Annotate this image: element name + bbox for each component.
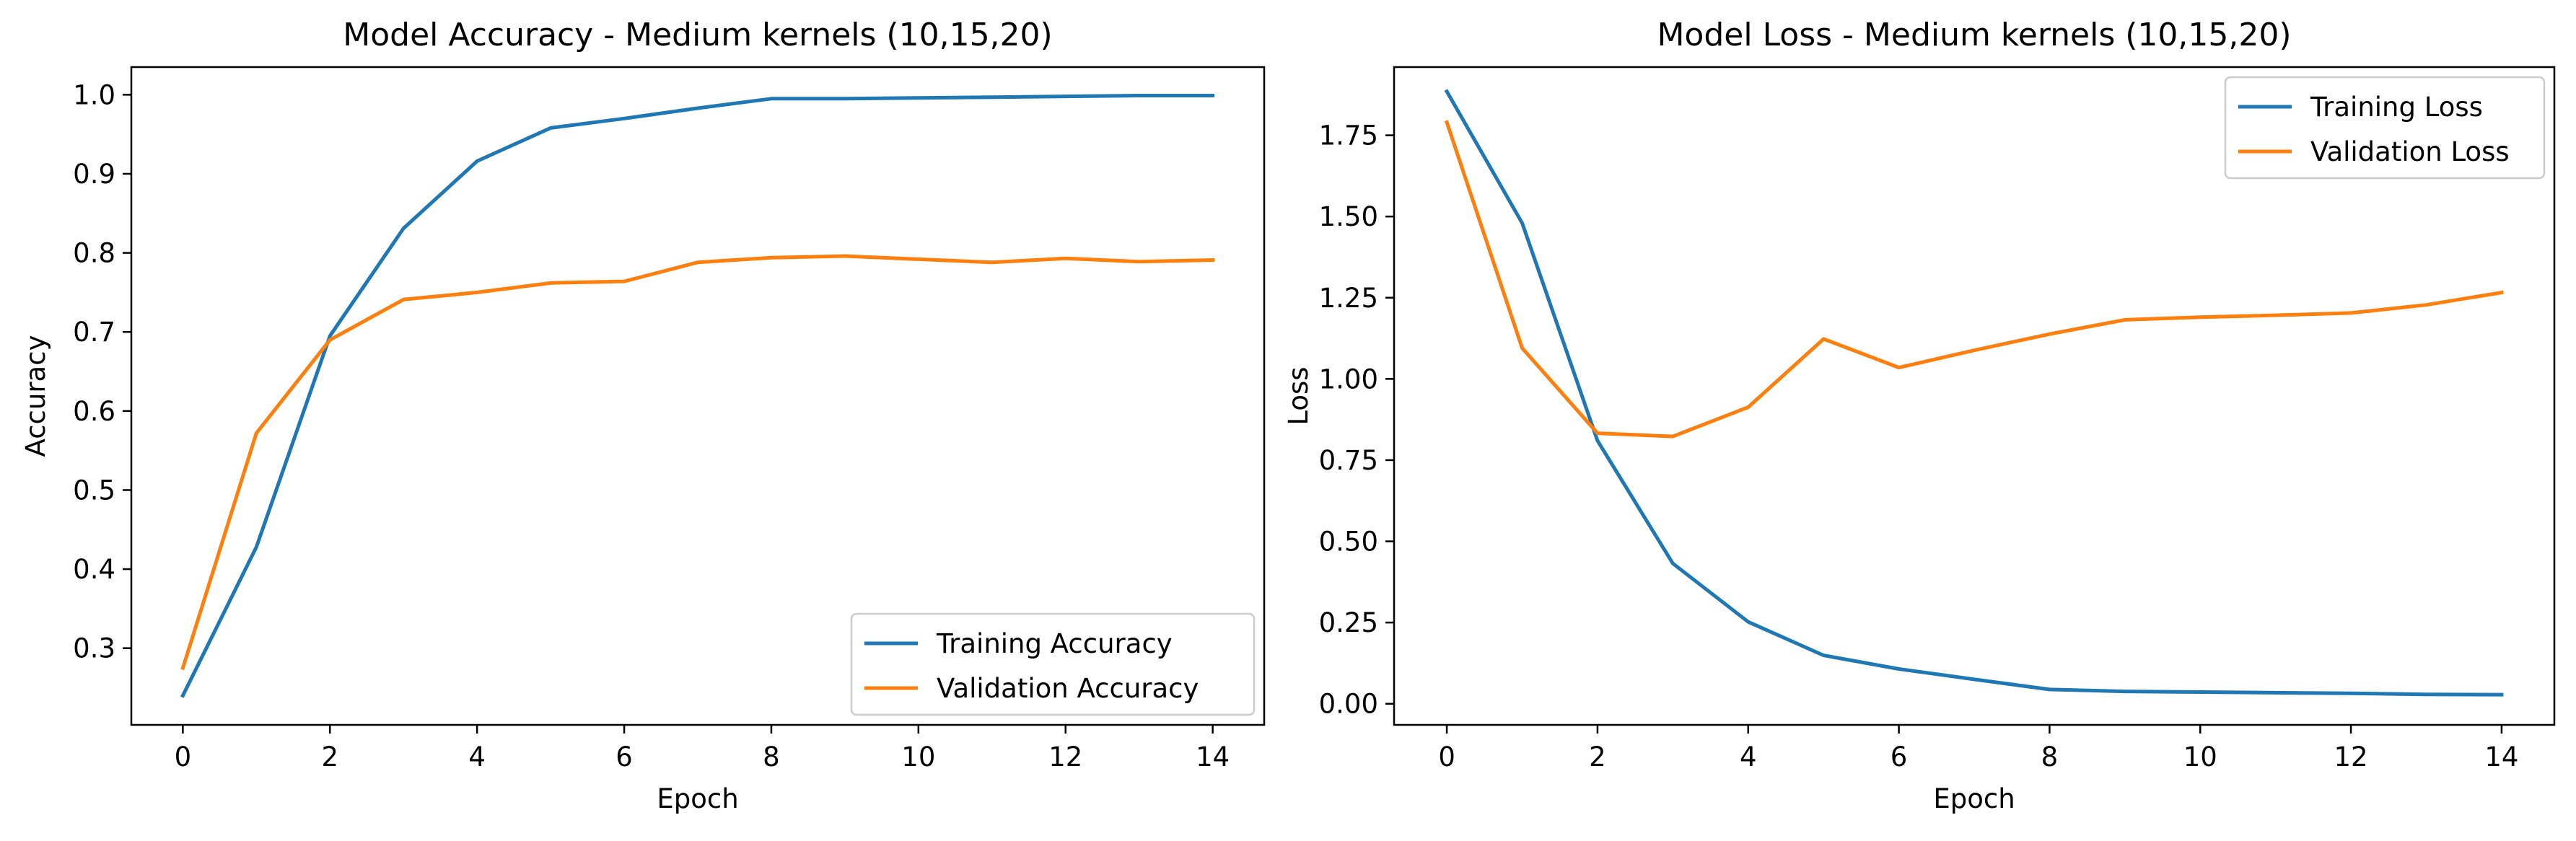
accuracy-y-tick-label: 0.7: [73, 317, 115, 348]
accuracy-x-tick-label: 4: [468, 741, 486, 772]
loss-chart: Model Loss - Medium kernels (10,15,20) 0 2…: [1283, 17, 2556, 814]
accuracy-legend-label: Validation Accuracy: [937, 673, 1199, 704]
loss-y-tick-label: 0.50: [1319, 527, 1378, 558]
accuracy-x-tick-label: 12: [1048, 741, 1082, 772]
loss-x-tick-label: 14: [2484, 741, 2518, 772]
accuracy-y-tick-label: 0.8: [73, 238, 115, 269]
loss-y-tick-label: 1.75: [1319, 120, 1378, 151]
accuracy-legend-label: Training Accuracy: [936, 628, 1173, 659]
accuracy-series-validation-accuracy: [180, 254, 1215, 671]
accuracy-y-tick-label: 0.3: [73, 633, 115, 664]
accuracy-axes-frame: [130, 66, 1266, 726]
accuracy-y-tick-label: 0.9: [73, 159, 115, 190]
loss-legend: Training Loss Validation Loss: [2224, 76, 2546, 180]
accuracy-x-tick-label: 2: [321, 741, 338, 772]
accuracy-y-axis-label: Accuracy: [20, 335, 51, 457]
accuracy-plot-area: [180, 94, 1215, 698]
loss-legend-label: Validation Loss: [2310, 136, 2510, 167]
accuracy-chart: Model Accuracy - Medium kernels (10,15,2…: [20, 17, 1266, 814]
accuracy-x-tick-label: 10: [901, 741, 935, 772]
loss-legend-box: [2224, 76, 2546, 180]
loss-series-validation-loss: [1444, 120, 2504, 439]
accuracy-x-tick-label: 0: [175, 741, 192, 772]
accuracy-x-tick-label: 6: [615, 741, 633, 772]
loss-x-tick-label: 12: [2334, 741, 2368, 772]
accuracy-y-tick-label: 0.6: [73, 396, 115, 427]
loss-y-tick-label: 0.25: [1319, 607, 1378, 638]
accuracy-x-tick-label: 8: [763, 741, 780, 772]
loss-y-tick-label: 0.75: [1319, 445, 1378, 476]
loss-y-tick-label: 1.00: [1319, 364, 1378, 395]
accuracy-chart-title: Model Accuracy - Medium kernels (10,15,2…: [343, 17, 1052, 53]
loss-x-tick-label: 0: [1438, 741, 1455, 772]
accuracy-series-training-accuracy: [180, 94, 1215, 698]
loss-y-tick-label: 1.50: [1319, 201, 1378, 232]
loss-x-tick-label: 10: [2183, 741, 2217, 772]
loss-axes-frame: [1393, 66, 2556, 726]
accuracy-y-tick-label: 1.0: [73, 79, 115, 110]
loss-series-training-loss: [1444, 89, 2504, 697]
loss-legend-label: Training Loss: [2310, 92, 2483, 123]
loss-x-tick-label: 2: [1589, 741, 1606, 772]
accuracy-x-tick-label: 14: [1196, 741, 1230, 772]
accuracy-legend-box: [850, 612, 1256, 716]
loss-plot-area: [1444, 89, 2504, 697]
accuracy-y-tick-label: 0.4: [73, 554, 115, 585]
accuracy-x-axis-label: Epoch: [657, 783, 738, 814]
loss-x-tick-label: 4: [1740, 741, 1757, 772]
loss-y-axis-label: Loss: [1283, 366, 1314, 425]
loss-x-tick-label: 8: [2041, 741, 2059, 772]
loss-chart-title: Model Loss - Medium kernels (10,15,20): [1657, 17, 2291, 53]
loss-x-tick-label: 6: [1891, 741, 1908, 772]
accuracy-legend: Training Accuracy Validation Accuracy: [850, 612, 1256, 716]
loss-y-tick-label: 1.25: [1319, 283, 1378, 314]
loss-x-axis-label: Epoch: [1933, 783, 2015, 814]
accuracy-y-tick-label: 0.5: [73, 475, 115, 506]
loss-y-tick-label: 0.00: [1319, 689, 1378, 720]
